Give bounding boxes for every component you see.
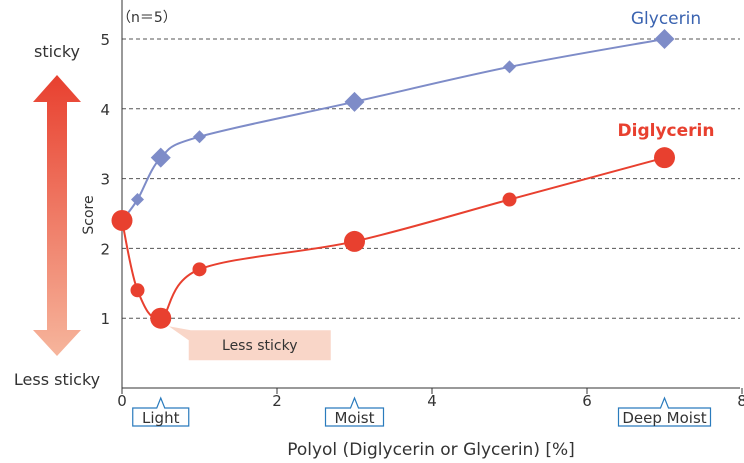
y-tick-label: 4 — [100, 101, 110, 119]
y-tick-label: 5 — [100, 31, 110, 49]
series — [111, 29, 675, 329]
less-sticky-label: Less sticky — [14, 370, 100, 389]
diglycerin-point — [150, 307, 172, 329]
glycerin-series-label: Glycerin — [631, 9, 701, 29]
x-tick-label: 6 — [582, 392, 592, 410]
diglycerin-point — [502, 192, 517, 207]
x-tick-label: 0 — [117, 392, 127, 410]
diglycerin-point — [654, 147, 675, 169]
annotation-box — [324, 396, 385, 427]
axes — [121, 0, 740, 389]
diglycerin-point — [111, 209, 133, 231]
x-annotations: Light Moist Deep Moist — [132, 396, 712, 427]
y-tick-label: 3 — [100, 171, 110, 189]
glycerin-point — [150, 147, 171, 168]
annotation-box — [132, 396, 190, 427]
diglycerin-series-label: Diglycerin — [618, 121, 715, 141]
annotation-box — [617, 396, 712, 427]
stickiness-scale: sticky Less sticky — [14, 42, 100, 389]
diglycerin-point — [192, 262, 207, 277]
glycerin-point — [344, 91, 365, 112]
glycerin-point — [503, 60, 516, 74]
annotation-label: Deep Moist — [622, 409, 706, 427]
callout-box — [168, 326, 331, 361]
less-sticky-callout: Less sticky — [168, 326, 331, 361]
diglycerin-point — [130, 283, 145, 298]
y-tick-label: 1 — [100, 310, 110, 328]
x-axis-title: Polyol (Diglycerin or Glycerin) [%] — [287, 440, 575, 460]
glycerin-line — [121, 38, 665, 222]
glycerin-series — [112, 29, 675, 231]
x-tick-label: 8 — [737, 392, 744, 410]
diglycerin-series — [111, 147, 675, 329]
x-tick-label: 2 — [272, 392, 282, 410]
stickiness-arrow — [33, 75, 81, 356]
ticks: 1 2 3 4 5 0 2 4 6 8 — [100, 31, 744, 410]
sticky-label: sticky — [34, 42, 80, 61]
gridlines — [122, 38, 740, 319]
glycerin-point — [193, 130, 206, 144]
diglycerin-line — [121, 156, 665, 320]
diglycerin-point — [344, 230, 365, 252]
y-axis-title: Score — [81, 195, 97, 234]
annotation-label: Light — [142, 409, 180, 427]
annotation-label: Moist — [335, 409, 375, 427]
x-tick-label: 4 — [427, 392, 437, 410]
sample-size-note: （n＝5） — [117, 10, 177, 26]
callout-label: Less sticky — [222, 338, 297, 354]
y-tick-label: 2 — [100, 240, 110, 258]
glycerin-point — [131, 193, 144, 207]
glycerin-point — [654, 29, 675, 49]
